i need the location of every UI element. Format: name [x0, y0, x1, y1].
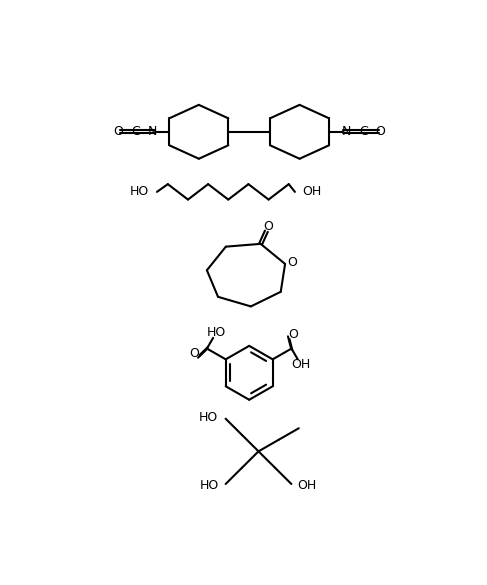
Text: O: O	[189, 347, 199, 360]
Text: OH: OH	[291, 358, 310, 371]
Text: HO: HO	[206, 326, 226, 339]
Text: C: C	[359, 125, 368, 138]
Text: HO: HO	[200, 479, 220, 492]
Text: OH: OH	[298, 479, 317, 492]
Text: O: O	[287, 256, 297, 269]
Text: O: O	[263, 220, 274, 233]
Text: N: N	[148, 125, 157, 138]
Text: O: O	[288, 329, 299, 342]
Text: HO: HO	[199, 411, 218, 424]
Text: C: C	[131, 125, 140, 138]
Text: N: N	[341, 125, 351, 138]
Text: HO: HO	[130, 185, 149, 198]
Text: O: O	[375, 125, 385, 138]
Text: O: O	[113, 125, 123, 138]
Text: OH: OH	[303, 185, 322, 198]
